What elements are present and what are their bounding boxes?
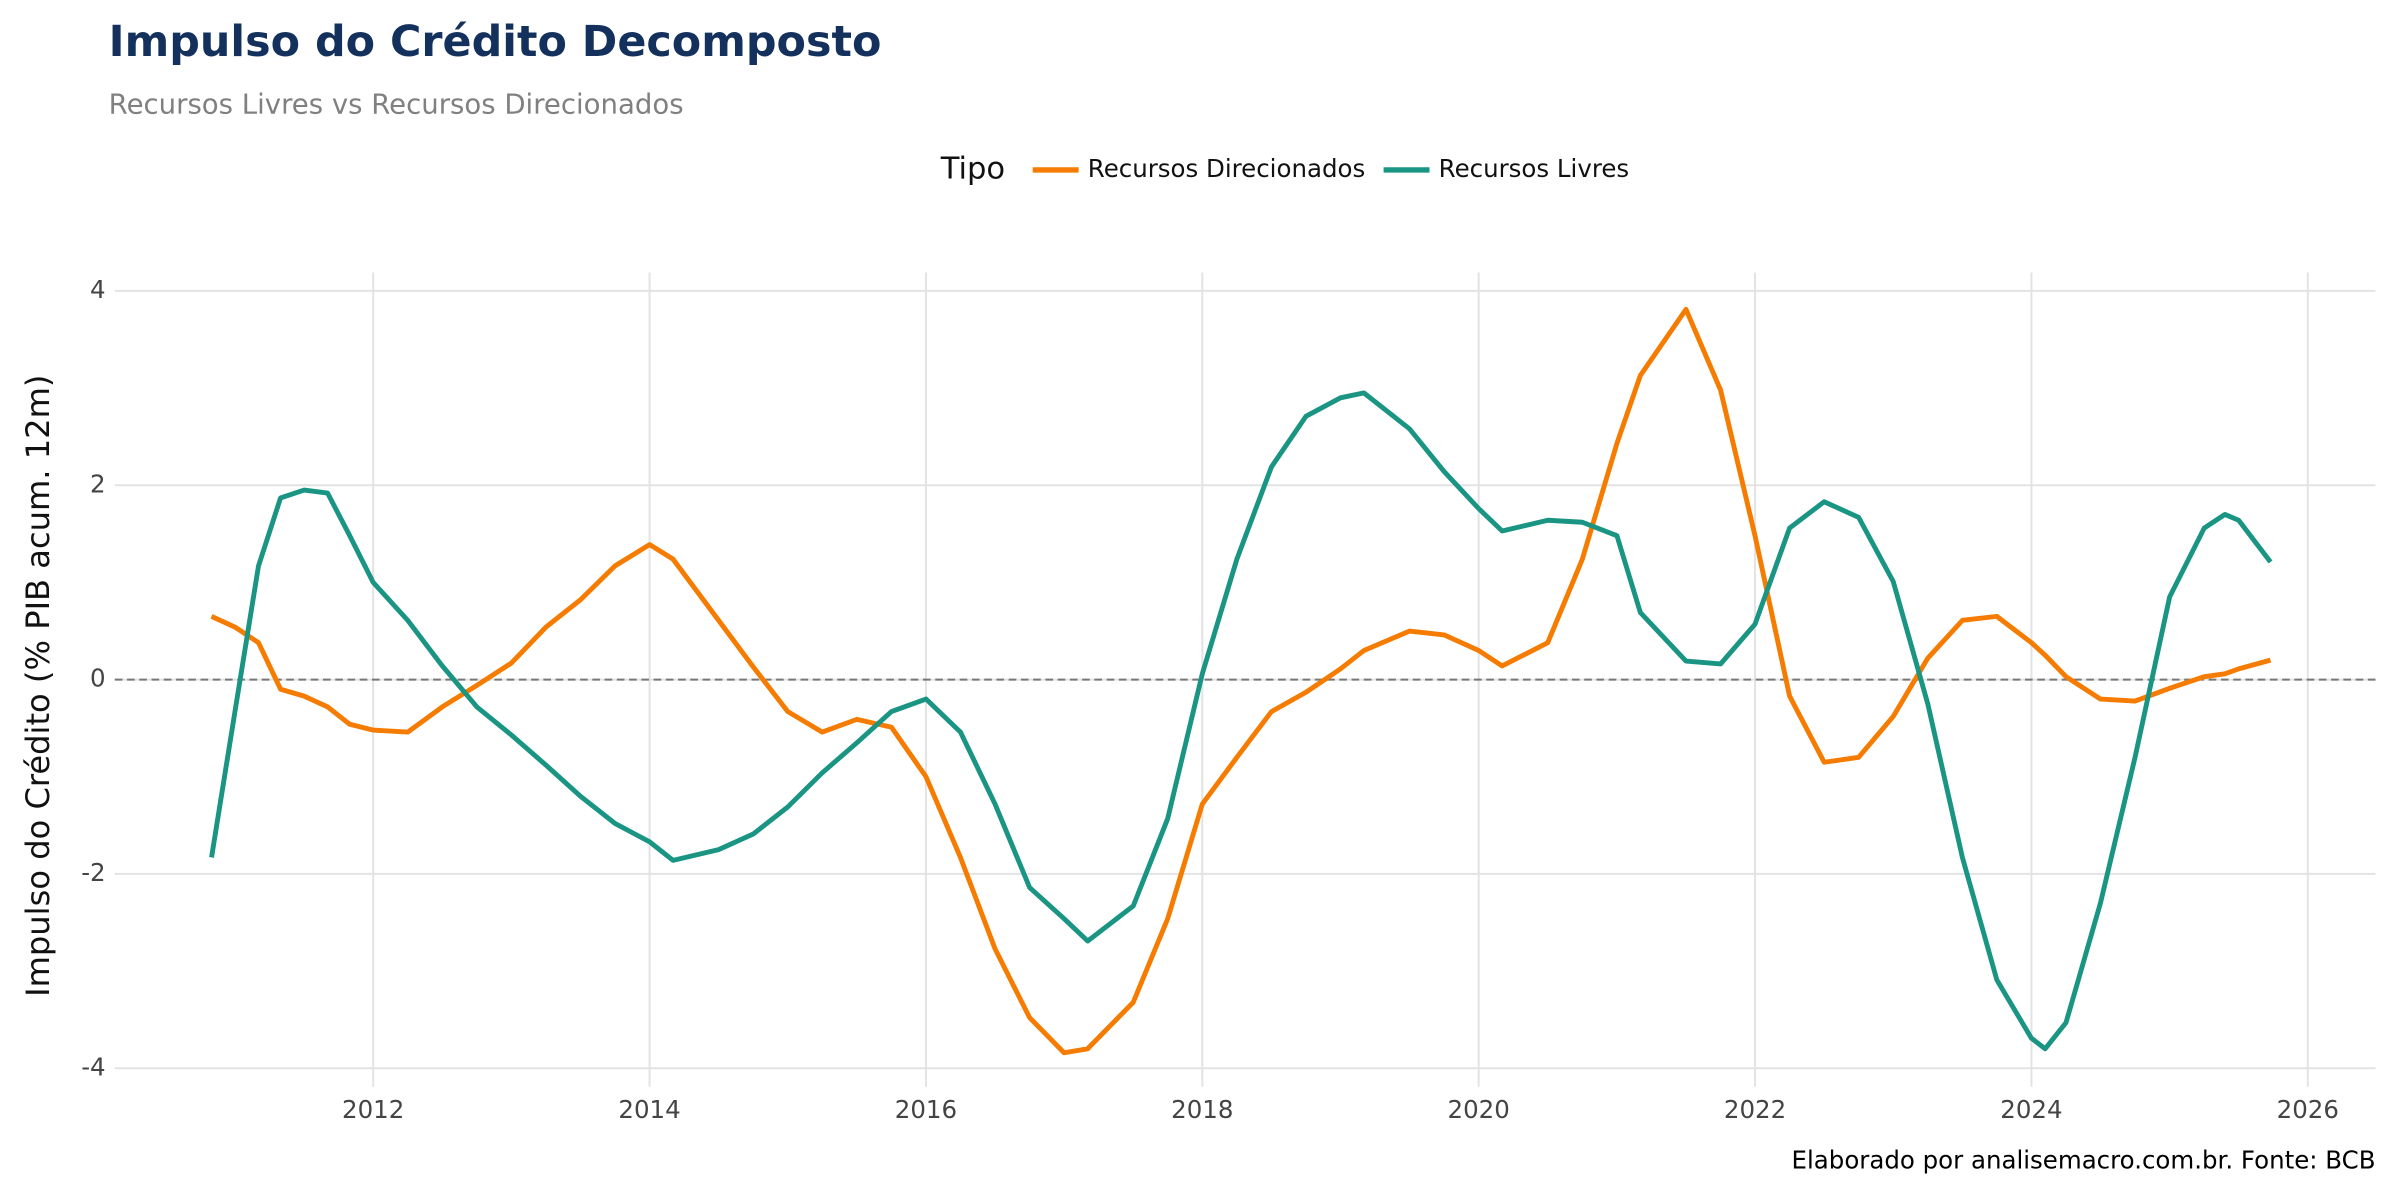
legend-title: Tipo <box>940 151 1005 186</box>
series-line <box>210 306 2272 1056</box>
x-tick-label: 2012 <box>342 1095 404 1124</box>
x-tick-label: 2026 <box>2277 1095 2339 1124</box>
legend-label: Recursos Direcionados <box>1088 154 1365 183</box>
y-tick-label: 4 <box>90 275 106 304</box>
chart-title: Impulso do Crédito Decomposto <box>109 17 882 67</box>
y-tick-label: -4 <box>81 1052 105 1081</box>
x-tick-label: 2020 <box>1448 1095 1510 1124</box>
x-tick-label: 2016 <box>895 1095 957 1124</box>
x-tick-label: 2022 <box>1724 1095 1786 1124</box>
y-tick-label: -2 <box>81 858 105 887</box>
legend-label: Recursos Livres <box>1439 154 1629 183</box>
x-tick-label: 2024 <box>2000 1095 2062 1124</box>
x-tick-label: 2014 <box>618 1095 680 1124</box>
y-axis-label: Impulso do Crédito (% PIB acum. 12m) <box>19 375 57 997</box>
y-tick-label: 2 <box>90 469 106 498</box>
y-tick-label: 0 <box>90 664 106 693</box>
legend: Tipo Recursos Direcionados Recursos Livres <box>940 151 1629 186</box>
chart-subtitle: Recursos Livres vs Recursos Direcionados <box>109 89 684 121</box>
caption: Elaborado por analisemacro.com.br. Fonte… <box>1792 1146 2376 1175</box>
x-tick-label: 2018 <box>1171 1095 1233 1124</box>
series-line <box>209 390 2273 1052</box>
